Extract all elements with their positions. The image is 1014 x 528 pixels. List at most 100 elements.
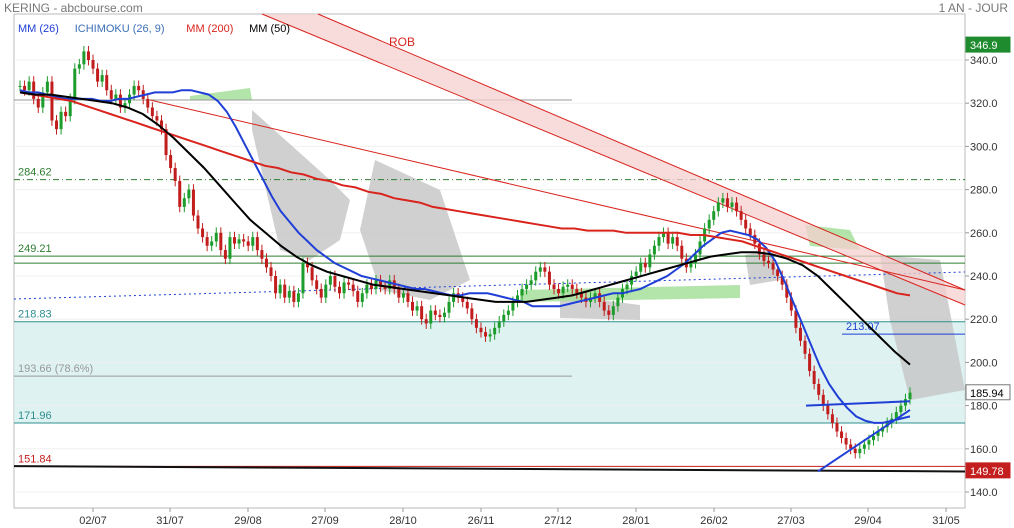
annotation-rob: ROB [389, 35, 415, 49]
candle-body-43 [214, 232, 218, 242]
candle-body-50 [246, 241, 250, 246]
y-tick-label-1: 160.0 [970, 444, 998, 456]
level-label-1: 249.21 [18, 243, 52, 255]
candle-body-42 [210, 241, 214, 246]
candle-body-164 [767, 260, 771, 264]
candle-body-140 [657, 237, 661, 246]
candle-body-77 [369, 284, 373, 289]
candle-body-179 [835, 422, 839, 432]
x-tick-label-1: 31/07 [156, 515, 184, 527]
candle-body-152 [712, 211, 716, 220]
legend-item-1: ICHIMOKU (26, 9) [75, 23, 165, 35]
ma-line-0 [19, 89, 911, 424]
cloud-green-0 [190, 88, 252, 100]
candle-body-180 [840, 431, 844, 438]
candle-body-133 [625, 284, 629, 289]
legend: MM (26) ICHIMOKU (26, 9) MM (200) MM (50) [18, 23, 290, 35]
candle-body-186 [867, 440, 871, 445]
candle-body-61 [296, 293, 300, 302]
candle-body-162 [757, 243, 761, 255]
price-tags: 346.9 185.94 149.78 [965, 36, 1011, 479]
candle-body-49 [242, 239, 246, 242]
candle-body-94 [447, 301, 451, 313]
candle-body-155 [725, 198, 729, 207]
candle-body-84 [401, 293, 405, 298]
x-tick-label-10: 29/04 [854, 515, 882, 527]
level-label-4: 171.96 [18, 410, 52, 422]
candle-body-92 [438, 314, 442, 318]
level-label-2: 218.83 [18, 309, 52, 321]
candle-body-7 [50, 81, 54, 121]
candle-body-148 [693, 254, 697, 264]
price-tag-bg-2 [965, 462, 1011, 479]
channel-line-upper [261, 13, 966, 306]
candle-body-73 [351, 284, 355, 292]
y-tick-label-10: 340.0 [970, 55, 998, 67]
candle-body-60 [292, 291, 296, 302]
y-tick-label-9: 320.0 [970, 98, 998, 110]
candle-body-66 [319, 288, 323, 298]
x-tick-label-7: 28/01 [622, 515, 650, 527]
candle-body-56 [274, 276, 278, 294]
candle-body-135 [634, 271, 638, 276]
candle-body-166 [776, 269, 780, 276]
candle-body-35 [178, 180, 182, 207]
level-label-0: 284.62 [18, 167, 52, 179]
legend-item-0: MM (26) [18, 23, 59, 35]
candle-body-32 [164, 129, 168, 156]
x-tick-label-3: 27/09 [311, 515, 339, 527]
candle-body-151 [707, 219, 711, 229]
long-support-line [13, 465, 966, 473]
candle-body-71 [342, 282, 346, 294]
moving-averages [19, 89, 911, 424]
candle-body-188 [876, 431, 880, 436]
candle-body-193 [899, 405, 903, 413]
candle-body-10 [64, 111, 68, 117]
candle-body-173 [808, 353, 812, 372]
candle-body-80 [383, 286, 387, 289]
candle-body-98 [465, 301, 469, 309]
candle-body-192 [894, 412, 898, 419]
candle-body-30 [155, 116, 159, 121]
candle-body-183 [853, 448, 857, 454]
candle-body-41 [205, 237, 209, 246]
candle-body-129 [607, 310, 611, 315]
candle-body-138 [648, 254, 652, 268]
candle-body-112 [529, 280, 533, 285]
candle-body-171 [798, 327, 802, 341]
cloud-green-1 [520, 285, 740, 302]
y-axis: 140.0 160.0 180.0 200.0 220.0 240.0 260.0 280.0… [965, 55, 998, 499]
candle-body-145 [680, 245, 684, 259]
candle-body-175 [817, 384, 821, 395]
y-tick-label-5: 240.0 [970, 271, 998, 283]
candle-body-14 [82, 51, 86, 65]
candle-body-174 [812, 371, 816, 384]
candle-body-12 [73, 68, 77, 99]
candle-body-141 [662, 232, 666, 238]
candle-body-68 [328, 276, 332, 285]
candle-body-9 [59, 111, 63, 130]
candle-body-130 [611, 306, 615, 315]
candle-body-109 [515, 295, 519, 302]
candle-body-167 [780, 276, 784, 285]
candle-body-144 [675, 237, 679, 246]
candle-body-114 [538, 267, 542, 272]
candle-body-134 [630, 276, 634, 285]
candle-body-69 [333, 276, 337, 287]
x-tick-label-8: 26/02 [700, 515, 728, 527]
candle-body-187 [871, 435, 875, 441]
trendlines [13, 400, 966, 473]
candle-body-165 [771, 263, 775, 270]
candle-body-53 [260, 250, 264, 259]
price-tag-label-2: 149.78 [970, 466, 1004, 478]
candle-body-99 [470, 308, 474, 320]
candle-body-128 [602, 301, 606, 311]
candle-body-85 [406, 293, 410, 302]
candle-body-0 [18, 85, 22, 87]
candle-body-107 [506, 310, 510, 315]
candle-body-102 [484, 332, 488, 337]
plot-frame [13, 13, 966, 509]
candle-body-115 [543, 267, 547, 272]
